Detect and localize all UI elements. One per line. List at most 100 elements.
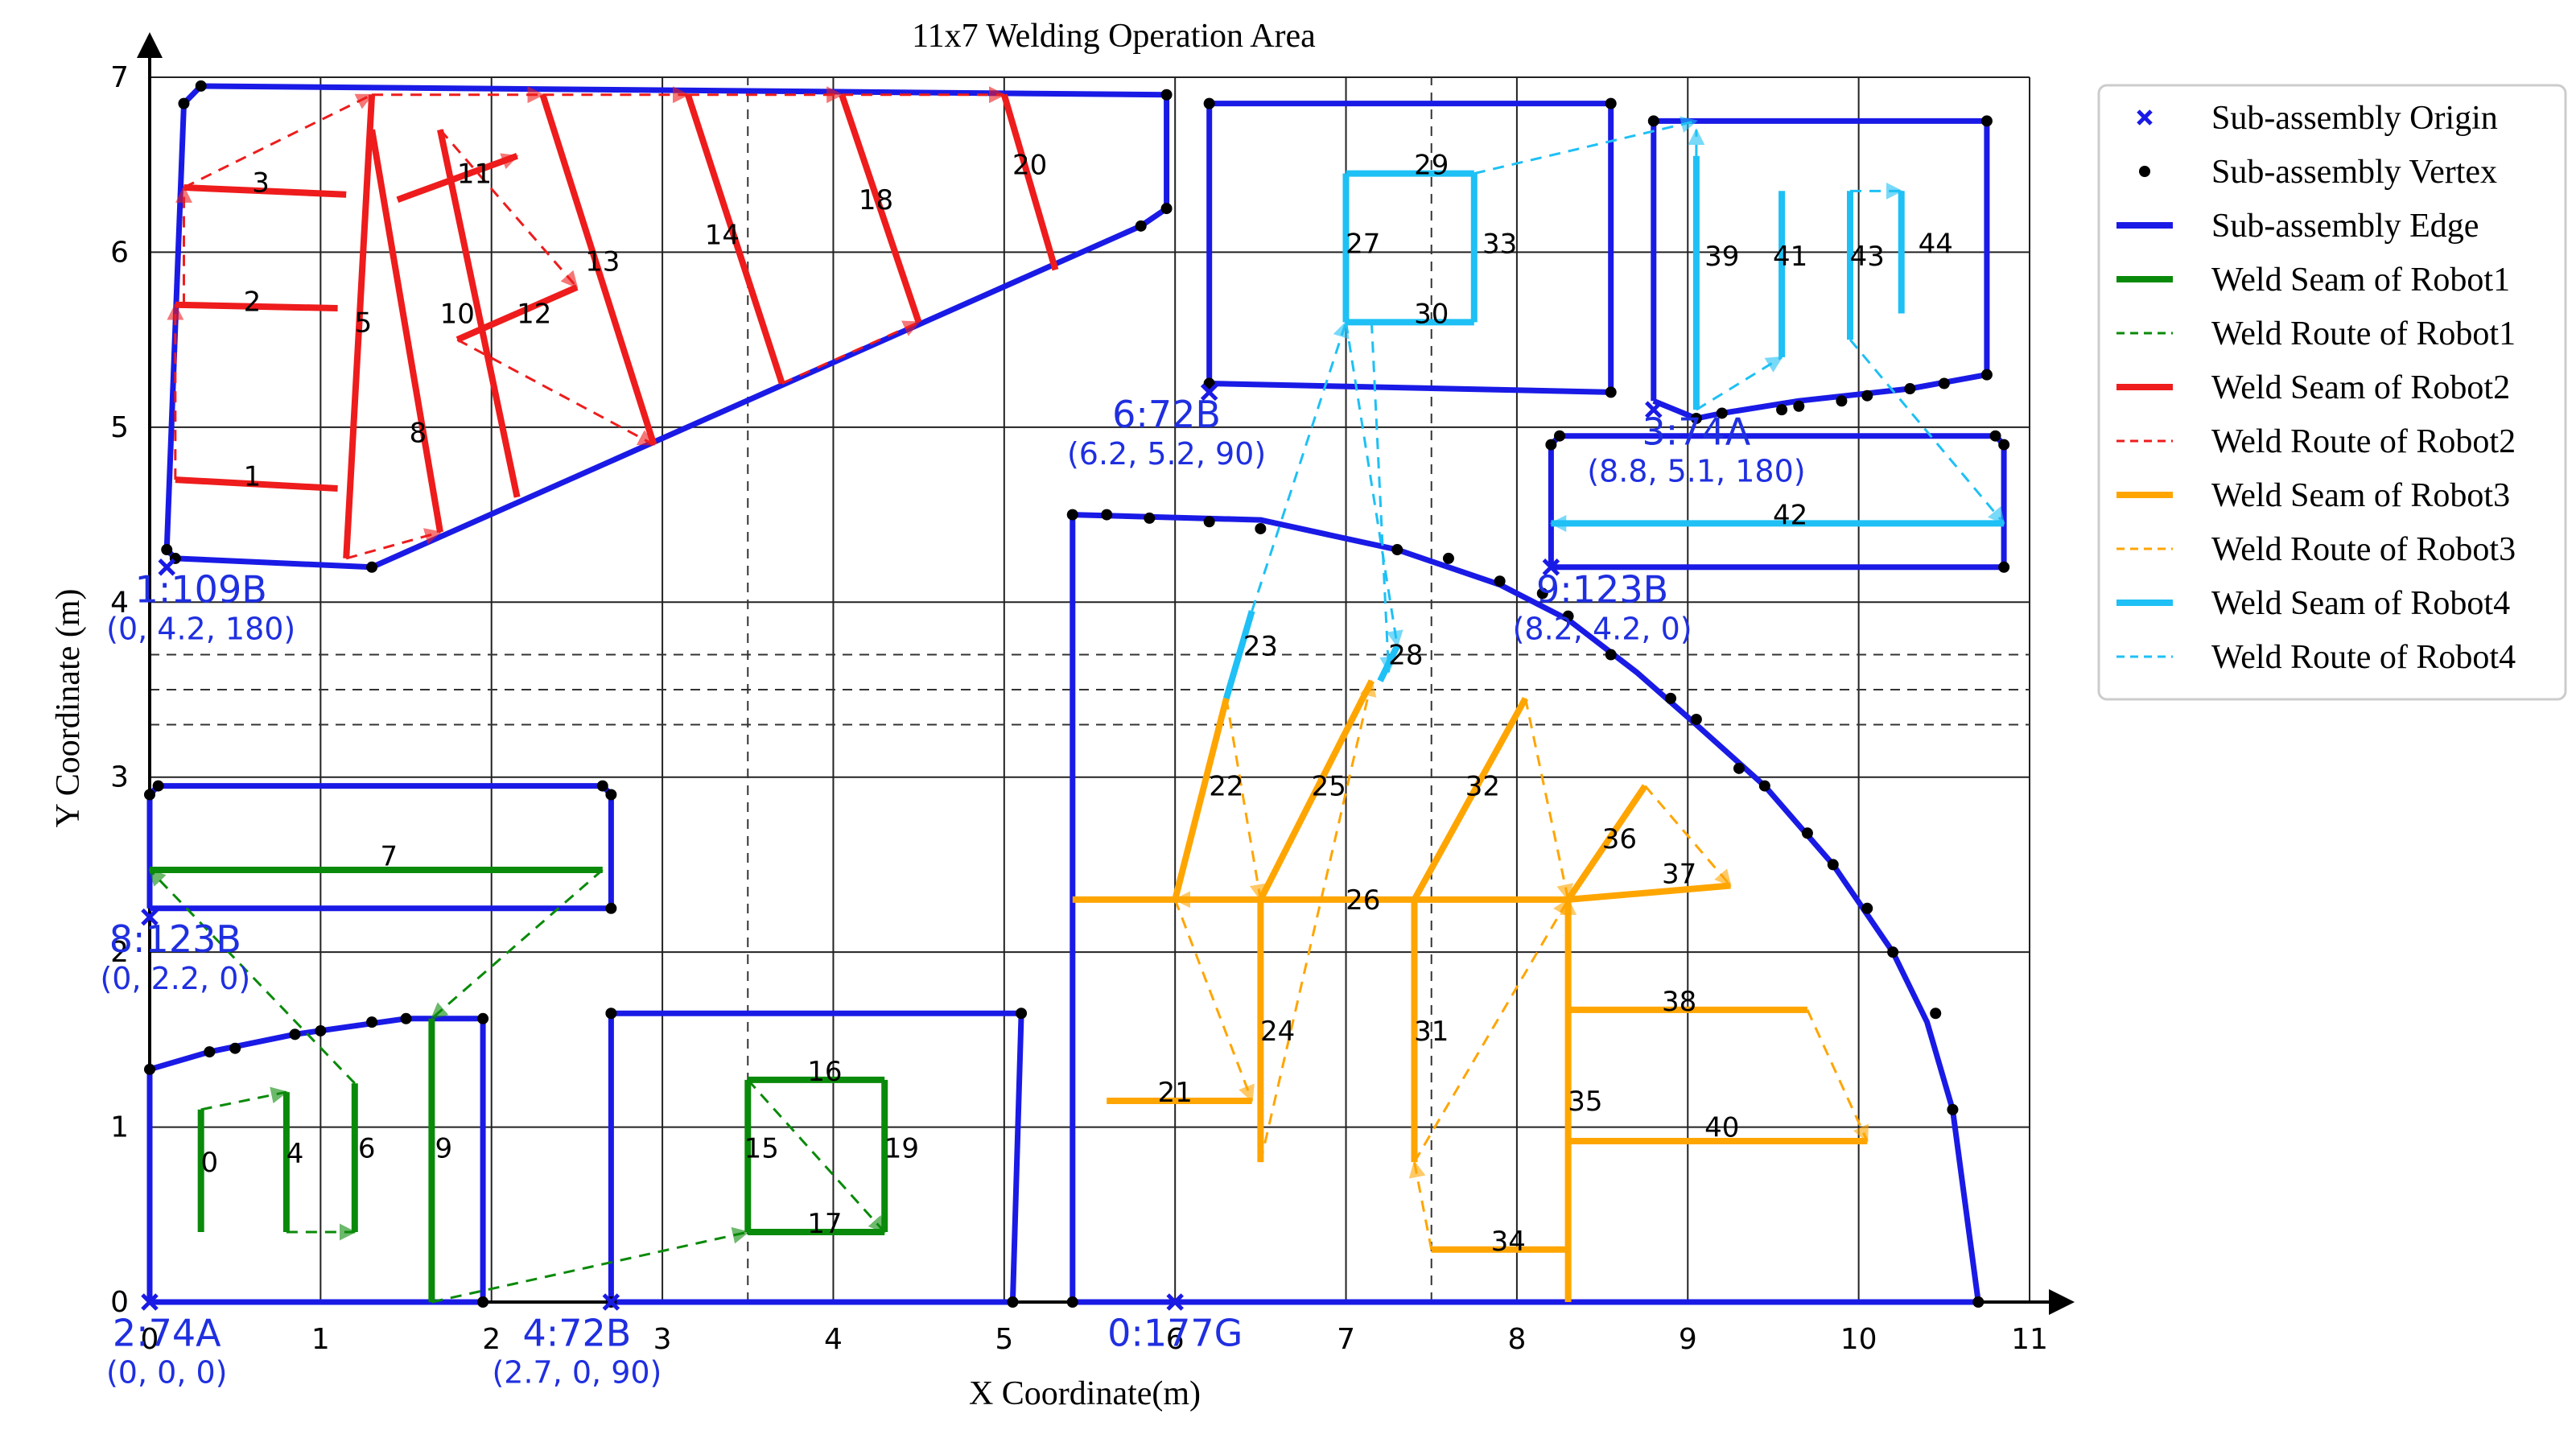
weld-routes	[148, 86, 2005, 1304]
weld-seam-label: 38	[1662, 986, 1696, 1018]
legend-swatch	[2139, 166, 2150, 177]
robot2-weld-seam	[175, 476, 338, 492]
subassembly-vertex	[1887, 946, 1899, 958]
subassembly-labels: 0:177G 1:109B(0, 4.2, 180) 2:74A(0, 0, 0) 3…	[100, 393, 1805, 1391]
subassembly-vertex	[144, 1063, 155, 1075]
subassembly-vertex	[1998, 561, 2010, 573]
robot3-weld-route	[1413, 898, 1569, 1163]
subassembly-vertex	[195, 80, 207, 92]
y-tick-label: 5	[110, 411, 129, 444]
robot2-weld-route	[781, 320, 921, 385]
x-tick-label: 2	[482, 1323, 501, 1356]
subassembly-origin	[158, 558, 176, 576]
robot2-weld-seam	[839, 93, 922, 324]
subassembly-vertex	[1904, 383, 1916, 395]
y-tick-label: 7	[110, 61, 129, 94]
weld-seam-label: 15	[744, 1133, 779, 1165]
subassemblies	[141, 80, 2010, 1311]
weld-seam-labels: 0 4 6 9715161719123581011121314182021222425…	[201, 150, 1953, 1258]
weld-seam-label: 44	[1919, 229, 1953, 261]
subassembly-vertex	[1101, 509, 1113, 521]
weld-seam-label: 13	[585, 245, 620, 278]
subassembly-vertex	[1980, 369, 1993, 381]
subassembly-name: 2:74A	[113, 1311, 221, 1354]
subassembly-vertex	[1545, 439, 1557, 451]
subassembly-vertex	[605, 1008, 617, 1020]
weld-seam-label: 23	[1243, 631, 1278, 663]
robot2-weld-seam	[685, 93, 785, 385]
subassembly-vertex	[1930, 1008, 1942, 1020]
subassembly-origin	[1542, 558, 1560, 576]
weld-seam-label: 24	[1260, 1016, 1295, 1048]
legend-entry-label: Weld Route of Robot3	[2211, 531, 2516, 568]
subassembly-coords: (8.8, 5.1, 180)	[1587, 454, 1805, 489]
y-axis-label: Y Coordinate (m)	[50, 588, 87, 827]
x-tick-label: 5	[995, 1323, 1013, 1356]
legend-entry-label: Weld Seam of Robot3	[2211, 477, 2510, 514]
robot1-weld-route	[747, 1078, 886, 1234]
subassembly-edge	[1651, 117, 1990, 422]
subassembly-vertex	[1793, 400, 1805, 412]
x-tick-label: 10	[1840, 1323, 1877, 1356]
robot3-weld-seam	[1565, 784, 1648, 902]
subassembly-vertex	[1801, 827, 1813, 839]
subassembly-vertex	[1135, 220, 1147, 232]
x-tick-label: 8	[1507, 1323, 1526, 1356]
subassembly-origin	[141, 1293, 159, 1311]
robot2-weld-seam	[175, 301, 338, 311]
weld-seam-label: 5	[355, 307, 373, 339]
legend: Sub-assembly Origin Sub-assembly Vertex Su…	[2097, 84, 2567, 701]
legend-swatch	[2137, 109, 2153, 126]
subassembly-vertex	[1836, 395, 1848, 407]
subassembly-vertex	[1255, 522, 1267, 534]
robot2-weld-seam	[539, 93, 657, 446]
weld-seam-label: 12	[517, 299, 551, 331]
legend-entry-label: Sub-assembly Edge	[2211, 208, 2479, 245]
subassembly-vertex	[477, 1296, 489, 1308]
x-tick-label: 6	[1166, 1323, 1185, 1356]
weld-seam-label: 36	[1602, 823, 1637, 855]
robot3-weld-route	[1806, 1009, 1869, 1143]
subassembly-vertex	[1160, 203, 1173, 215]
robot3-weld-seam	[1172, 697, 1230, 900]
subassembly-edge	[1206, 101, 1614, 395]
y-tick-label: 3	[110, 761, 129, 794]
x-axis-label: X Coordinate(m)	[969, 1375, 1201, 1412]
subassembly-vertex	[1605, 649, 1617, 661]
subassembly-vertex	[366, 561, 378, 573]
subassembly-coords: (8.2, 4.2, 0)	[1513, 611, 1692, 646]
weld-seam-label: 27	[1346, 229, 1380, 261]
subassembly-vertex	[596, 780, 608, 792]
subassembly-vertex	[1442, 552, 1454, 564]
robot2-weld-seam	[437, 129, 521, 498]
subassembly-origin	[1200, 383, 1218, 402]
subassembly-vertex	[1998, 439, 2010, 451]
subassembly-vertex	[477, 1012, 489, 1024]
weld-seam-label: 40	[1704, 1112, 1739, 1144]
subassembly-vertex	[1066, 1296, 1078, 1308]
weld-seam-label: 17	[807, 1208, 842, 1240]
subassembly-vertex	[1203, 516, 1215, 528]
subassembly-name: 6:72B	[1112, 393, 1221, 436]
subassembly-coords: (2.7, 0, 90)	[492, 1354, 662, 1390]
robot1-weld-route	[430, 868, 604, 1020]
subassembly-vertex	[1605, 386, 1617, 398]
robot2-weld-seam	[396, 153, 518, 203]
subassembly-vertex	[400, 1012, 412, 1024]
robot3-weld-route	[1524, 698, 1573, 901]
subassembly-vertex	[1007, 1296, 1019, 1308]
weld-seam-label: 10	[440, 299, 475, 331]
subassembly-vertex	[1605, 97, 1617, 109]
subassembly-name: 9:123B	[1536, 567, 1668, 611]
x-tick-label: 9	[1679, 1323, 1697, 1356]
y-tick-label: 1	[110, 1111, 129, 1144]
weld-seam-label: 29	[1414, 150, 1449, 182]
robot3-weld-seam	[1568, 882, 1731, 903]
robot2-weld-seam	[369, 129, 443, 533]
subassembly-vertex	[1980, 115, 1993, 127]
legend-entry-label: Weld Route of Robot2	[2211, 423, 2516, 460]
subassembly-vertex	[178, 97, 190, 109]
subassembly-vertex	[1938, 377, 1950, 389]
subassembly-vertex	[1494, 575, 1506, 587]
